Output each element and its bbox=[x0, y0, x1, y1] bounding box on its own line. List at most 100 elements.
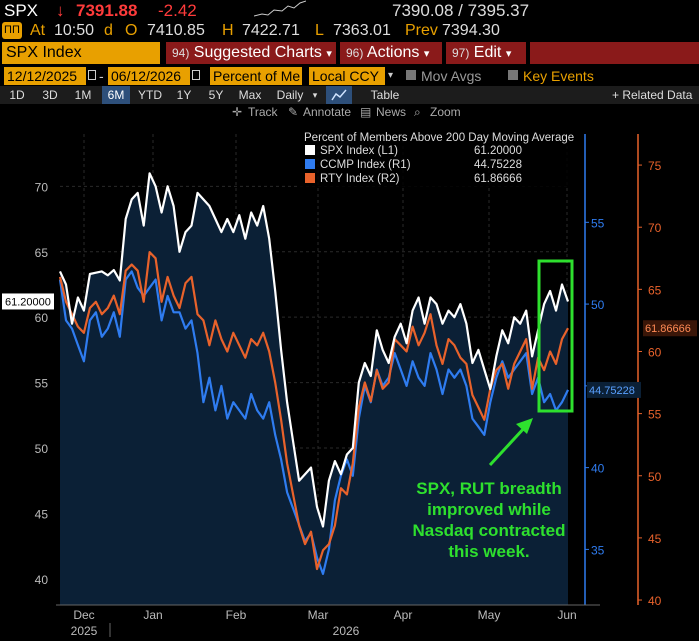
prev-label: Prev bbox=[405, 22, 438, 39]
end-date-field[interactable]: 06/12/2026 bbox=[108, 67, 190, 85]
spx-series-line bbox=[58, 172, 570, 528]
chevron-down-icon: ▾ bbox=[505, 48, 512, 60]
prev-value: 7394.30 bbox=[442, 22, 500, 39]
table-button[interactable]: Table bbox=[370, 88, 400, 102]
legend-box bbox=[300, 128, 578, 188]
edit-label: Edit bbox=[473, 44, 502, 61]
r1-axis-tick: 50 bbox=[591, 298, 605, 312]
date-separator: - bbox=[99, 68, 104, 84]
right-axis-r2: 40 45 50 55 60 65 70 75 bbox=[637, 134, 662, 608]
period-3d[interactable]: 3D bbox=[42, 88, 58, 102]
zoom-button[interactable]: Zoom bbox=[430, 105, 461, 119]
rty-last-value: 61.86666 bbox=[645, 323, 691, 335]
ccmp-last-tag bbox=[587, 381, 641, 398]
related-data-button[interactable]: + Related Data bbox=[612, 88, 693, 102]
annotate-button[interactable]: Annotate bbox=[303, 105, 352, 119]
arrowhead-icon bbox=[516, 418, 533, 434]
x-axis-year: 2025 bbox=[71, 624, 98, 638]
command-bar: SPX Index 94) Suggested Charts ▾ 96) Act… bbox=[0, 42, 699, 64]
start-date-field[interactable]: 12/12/2025 bbox=[4, 67, 86, 85]
period-1m[interactable]: 1M bbox=[74, 88, 92, 102]
left-axis-tick: 65 bbox=[35, 246, 49, 260]
mov-avgs-checkbox[interactable] bbox=[406, 70, 416, 80]
actions-button[interactable]: 96) Actions ▾ bbox=[340, 42, 442, 64]
edit-number: 97) bbox=[452, 46, 470, 60]
currency-selector[interactable]: Local CCY bbox=[309, 67, 385, 85]
at-label: At bbox=[30, 22, 46, 39]
last-price: 7391.88 bbox=[76, 1, 138, 20]
legend-entry: SPX Index (L1) bbox=[320, 145, 398, 157]
period-6m[interactable]: 6M bbox=[102, 86, 130, 104]
chevron-down-icon[interactable]: ▾ bbox=[312, 90, 318, 100]
bid-ask: 7390.08 / 7395.37 bbox=[392, 1, 530, 20]
low-label: L bbox=[315, 22, 324, 39]
r2-axis-tick: 65 bbox=[648, 283, 662, 297]
legend-swatch bbox=[305, 159, 315, 169]
suggested-charts-button[interactable]: 94) Suggested Charts ▾ bbox=[166, 42, 336, 64]
period-5y[interactable]: 5Y bbox=[208, 88, 224, 102]
quote-time: 10:50 bbox=[54, 22, 95, 39]
frequency-selector[interactable]: Daily bbox=[276, 88, 304, 102]
zoom-icon[interactable]: ⌕ bbox=[414, 105, 421, 119]
left-axis: 40 45 50 55 60 65 70 bbox=[35, 180, 49, 587]
r2-axis-tick: 40 bbox=[648, 594, 662, 608]
left-axis-tick: 70 bbox=[35, 180, 49, 194]
legend-entry: CCMP Index (R1) bbox=[320, 159, 411, 171]
ticker-symbol[interactable]: SPX bbox=[4, 1, 39, 20]
actions-number: 96) bbox=[346, 46, 364, 60]
suggested-number: 94) bbox=[172, 46, 190, 60]
annotation-text: SPX, RUT breadth improved while Nasdaq c… bbox=[396, 478, 582, 562]
key-events-checkbox[interactable] bbox=[508, 70, 518, 80]
ccmp-last-value: 44.75228 bbox=[589, 385, 635, 397]
security-field[interactable]: SPX Index bbox=[2, 42, 160, 64]
r2-axis-tick: 60 bbox=[648, 345, 662, 359]
command-bar-fill bbox=[530, 42, 699, 64]
news-icon[interactable]: ▤ bbox=[360, 105, 372, 119]
legend-value: 61.20000 bbox=[474, 145, 522, 157]
x-axis-tick: Mar bbox=[308, 608, 329, 622]
legend-value: 61.86666 bbox=[474, 173, 522, 185]
r1-axis-tick: 35 bbox=[591, 543, 605, 557]
crosshair-icon[interactable]: ✛ bbox=[232, 105, 243, 119]
news-button[interactable]: News bbox=[376, 105, 407, 119]
annotation-line: SPX, RUT breadth bbox=[416, 479, 562, 498]
annotation-line: improved while bbox=[427, 500, 551, 519]
chart-area[interactable]: 40 45 50 55 60 65 70 35 40 45 50 55 40 45 50 55 60 65 70… bbox=[0, 120, 699, 641]
spx-last-tag bbox=[2, 293, 54, 310]
track-button[interactable]: Track bbox=[248, 105, 278, 119]
period-1y[interactable]: 1Y bbox=[176, 88, 192, 102]
left-axis-tick: 40 bbox=[35, 573, 49, 587]
r2-axis-tick: 45 bbox=[648, 532, 662, 546]
legend-value: 44.75228 bbox=[474, 159, 522, 171]
period-ytd[interactable]: YTD bbox=[138, 88, 162, 102]
left-axis-tick: 60 bbox=[35, 311, 49, 325]
legend-swatch bbox=[305, 173, 315, 183]
period-bar: 1D 3D 1M 6M YTD 1Y 5Y Max Daily ▾ Table … bbox=[0, 86, 699, 104]
period-1d[interactable]: 1D bbox=[9, 88, 25, 102]
x-axis-tick: Dec bbox=[73, 608, 94, 622]
annotation-arrow bbox=[488, 424, 528, 467]
annotation-shapes bbox=[488, 259, 574, 467]
line-chart-icon[interactable] bbox=[326, 86, 352, 104]
d-label: d bbox=[104, 22, 113, 39]
pencil-icon[interactable]: ✎ bbox=[288, 105, 299, 119]
r2-axis-tick: 70 bbox=[648, 221, 662, 235]
high-label: H bbox=[222, 22, 234, 39]
ticker-badge-icon: ΠΠ bbox=[2, 22, 22, 39]
chevron-down-icon[interactable]: ▾ bbox=[388, 70, 394, 81]
period-max[interactable]: Max bbox=[238, 88, 262, 102]
high-value: 7422.71 bbox=[242, 22, 300, 39]
calendar-icon[interactable] bbox=[192, 70, 200, 80]
field-selector[interactable]: Percent of Me bbox=[210, 67, 302, 85]
r1-axis-tick: 55 bbox=[591, 216, 605, 230]
x-axis-tick: May bbox=[478, 608, 501, 622]
highlight-box bbox=[537, 259, 574, 413]
r2-axis-tick: 75 bbox=[648, 159, 662, 173]
edit-button[interactable]: 97) Edit ▾ bbox=[446, 42, 526, 64]
sparkline-icon bbox=[254, 0, 306, 17]
parameter-bar: 12/12/2025 - 06/12/2026 Percent of Me Lo… bbox=[0, 66, 699, 86]
open-label: O bbox=[125, 22, 138, 39]
calendar-icon[interactable] bbox=[88, 70, 96, 80]
x-axis-tick: Jun bbox=[557, 608, 576, 622]
left-axis-tick: 50 bbox=[35, 442, 49, 456]
